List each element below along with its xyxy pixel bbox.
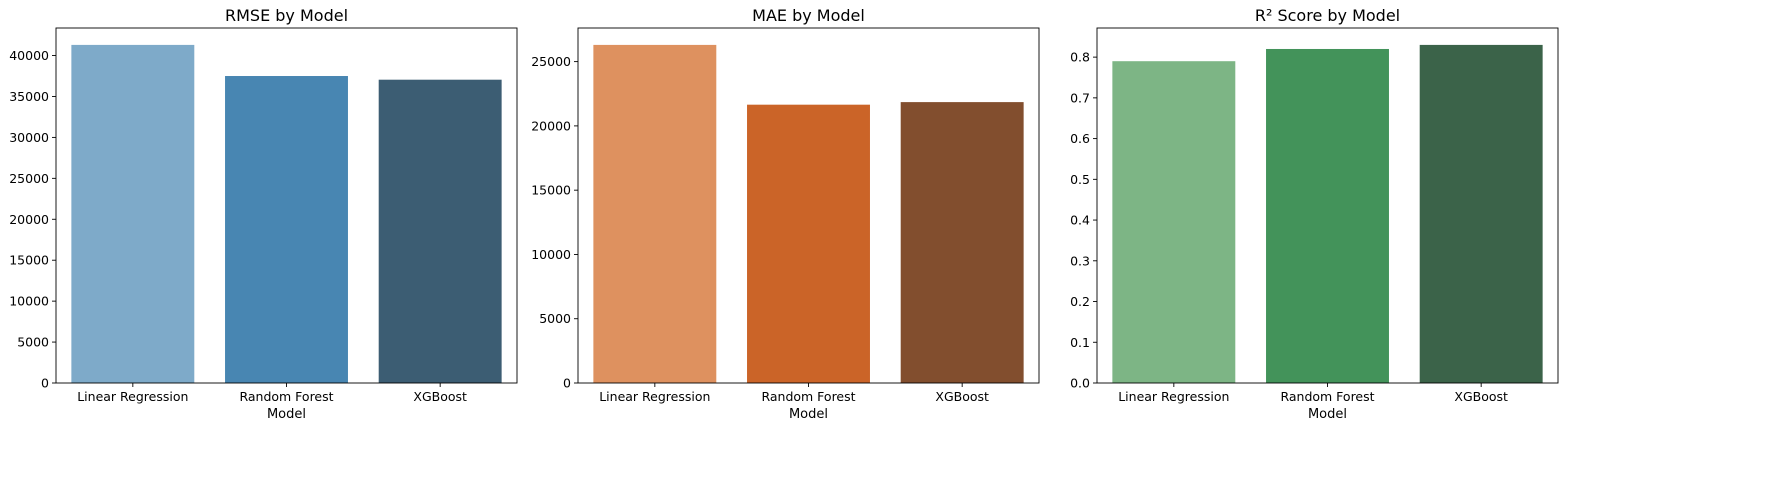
y-tick-label: 0.4	[1070, 213, 1090, 228]
bar-xgboost	[378, 79, 502, 383]
chart-title: MAE by Model	[752, 6, 865, 25]
chart-panel-1: 0 5000 10000 15000 20000 25000 30000 35000 40000…	[9, 6, 518, 422]
bar-random-forest	[225, 76, 348, 384]
bar-linear-regression	[593, 44, 717, 384]
x-tick-label: Random Forest	[1280, 389, 1374, 404]
x-tick-label: Random Forest	[761, 389, 855, 404]
x-tick-label: Linear Regression	[77, 389, 188, 404]
bar-linear-regression	[71, 44, 195, 384]
bar-linear-regression	[1112, 61, 1236, 383]
y-tick-label: 0	[563, 376, 571, 391]
x-tick-label: Linear Regression	[599, 389, 710, 404]
y-tick-label: 0.2	[1070, 294, 1090, 309]
bar-random-forest	[747, 104, 870, 383]
x-tick-label: XGBoost	[935, 389, 989, 404]
y-tick-label: 0.3	[1070, 253, 1090, 268]
y-tick-label: 20000	[9, 212, 49, 227]
chart-panel-2: 0 5000 10000 15000 20000 25000 Linear Regressi…	[531, 6, 1040, 422]
y-tick-label: 25000	[9, 171, 49, 186]
y-tick-label: 5000	[539, 311, 571, 326]
y-tick-label: 15000	[531, 183, 571, 198]
y-tick-label: 20000	[531, 118, 571, 133]
bar-xgboost	[900, 102, 1024, 383]
y-tick-label: 30000	[9, 130, 49, 145]
x-axis-label: Model	[1308, 407, 1347, 422]
y-tick-label: 0.0	[1070, 376, 1090, 391]
y-tick-label: 10000	[531, 247, 571, 262]
y-tick-label: 0.5	[1070, 172, 1090, 187]
chart-panel-3: 0.0 0.1 0.2 0.3 0.4 0.5 0.6 0.7 0.8 Linear Regres…	[1070, 6, 1559, 422]
x-tick-label: Linear Regression	[1118, 389, 1229, 404]
bar-random-forest	[1266, 48, 1389, 383]
x-tick-label: Random Forest	[239, 389, 333, 404]
x-tick-label: XGBoost	[413, 389, 467, 404]
bar-xgboost	[1419, 44, 1543, 384]
y-tick-label: 0	[41, 376, 49, 391]
chart-title: R² Score by Model	[1255, 6, 1400, 25]
y-tick-label: 15000	[9, 253, 49, 268]
x-axis-label: Model	[267, 407, 306, 422]
y-tick-label: 0.7	[1070, 90, 1090, 105]
x-axis-label: Model	[789, 407, 828, 422]
y-tick-label: 25000	[531, 54, 571, 69]
y-tick-label: 0.8	[1070, 50, 1090, 65]
y-tick-label: 35000	[9, 89, 49, 104]
y-tick-label: 5000	[17, 335, 49, 350]
y-tick-label: 0.6	[1070, 131, 1090, 146]
y-tick-label: 40000	[9, 48, 49, 63]
y-tick-label: 0.1	[1070, 335, 1090, 350]
x-tick-label: XGBoost	[1454, 389, 1508, 404]
chart-title: RMSE by Model	[225, 6, 348, 25]
y-tick-label: 10000	[9, 294, 49, 309]
